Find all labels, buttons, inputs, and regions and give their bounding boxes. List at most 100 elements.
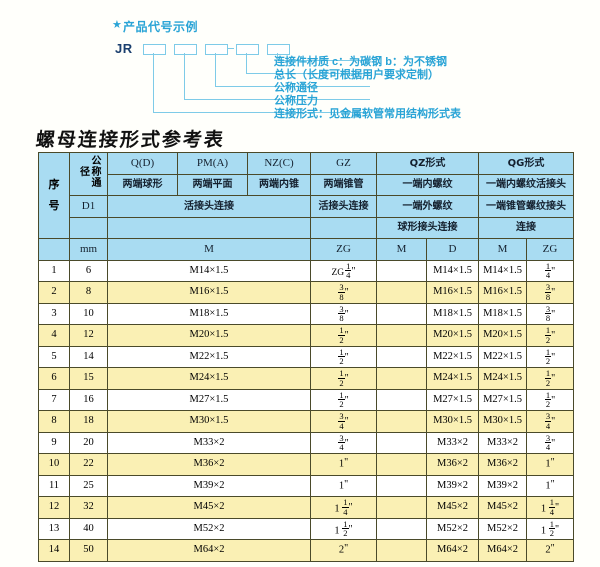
- table-row: 5 14 M22×1.5 1 2 " M22×1.5 M22×1.5 1 2 ": [38, 345, 575, 368]
- cell-qg-zg: 1 1 4 ": [526, 496, 575, 519]
- header-group-qd: Q(D): [107, 152, 178, 175]
- cell-gz-zg: 1 2 ": [310, 388, 377, 411]
- cell-qg-m: M24×1.5: [478, 367, 528, 390]
- cell-gz-zg: 1 1 4 ": [310, 496, 377, 519]
- cell-qg-zg: 3 8 ": [526, 281, 575, 304]
- table-row: 11 25 M39×2 1" M39×2 M39×2 1": [38, 474, 575, 497]
- cell-qz-d: M39×2: [425, 474, 480, 497]
- cell-qg-m: M36×2: [478, 453, 528, 476]
- cell-seq: 8: [38, 410, 70, 433]
- cell-qz-m: [376, 539, 427, 562]
- cell-gz-zg: ZG 1 4 ": [310, 259, 377, 282]
- code-box-2: [174, 44, 197, 55]
- cell-qg-zg: 3 8 ": [526, 302, 575, 325]
- cell-thread-m: M64×2: [107, 539, 311, 562]
- header-unit-gz-zg: ZG: [310, 238, 377, 261]
- cell-thread-m: M33×2: [107, 431, 311, 454]
- cell-dn: 8: [69, 281, 108, 304]
- cell-qg-m: M30×1.5: [478, 410, 528, 433]
- cell-dn: 50: [69, 539, 108, 562]
- cell-dn: 14: [69, 345, 108, 368]
- code-prefix-label: JR: [115, 41, 133, 56]
- cell-qg-m: M14×1.5: [478, 259, 528, 282]
- note-connection-type: 连接形式：见金属软管常用结构形式表: [274, 108, 461, 120]
- leader-line-material-horizontal: [277, 60, 370, 61]
- cell-thread-m: M27×1.5: [107, 388, 311, 411]
- table-row: 13 40 M52×2 1 1 2 " M52×2 M52×2 1 1 2 ": [38, 517, 575, 540]
- cell-qz-d: M36×2: [425, 453, 480, 476]
- header-seq-cell: 序号: [38, 152, 70, 239]
- code-box-5: [267, 44, 290, 55]
- cell-seq: 4: [38, 324, 70, 347]
- header-desc3-qg: 连接: [478, 216, 575, 239]
- table-row: 7 16 M27×1.5 1 2 " M27×1.5 M27×1.5 1 2 ": [38, 388, 575, 411]
- cell-qz-d: M18×1.5: [425, 302, 480, 325]
- cell-qz-m: [376, 302, 427, 325]
- cell-qz-m: [376, 388, 427, 411]
- header-desc-nzc: 两端内锥: [247, 173, 311, 196]
- leader-line-diameter-vertical: [215, 53, 216, 86]
- header-group-qg: QG形式: [478, 152, 575, 175]
- cell-qz-d: M24×1.5: [425, 367, 480, 390]
- header-desc-pma: 两端平面: [177, 173, 248, 196]
- cell-qg-zg: 1 2 ": [526, 324, 575, 347]
- cell-qz-m: [376, 367, 427, 390]
- code-dash: [228, 48, 234, 49]
- cell-qz-m: [376, 431, 427, 454]
- cell-seq: 10: [38, 453, 70, 476]
- cell-qg-m: M45×2: [478, 496, 528, 519]
- cell-seq: 7: [38, 388, 70, 411]
- code-box-1: [143, 44, 166, 55]
- cell-qg-zg: 1 2 ": [526, 345, 575, 368]
- cell-seq: 6: [38, 367, 70, 390]
- table-row: 8 18 M30×1.5 3 4 " M30×1.5 M30×1.5 3 4 ": [38, 410, 575, 433]
- nut-connection-spec-table: 序号 公称通径 Q(D) PM(A) NZ(C) GZ QZ形式 QG形式 两端…: [38, 152, 575, 562]
- leader-line-diameter-horizontal: [215, 86, 370, 87]
- cell-seq: 2: [38, 281, 70, 304]
- header-desc-qd: 两端球形: [107, 173, 178, 196]
- cell-qg-zg: 2": [526, 539, 575, 562]
- cell-thread-m: M39×2: [107, 474, 311, 497]
- table-row: 12 32 M45×2 1 1 4 " M45×2 M45×2 1 1 4 ": [38, 496, 575, 519]
- header-row-units: mm M ZG M D M ZG: [38, 238, 575, 261]
- cell-thread-m: M22×1.5: [107, 345, 311, 368]
- note-total-length: 总长（长度可根据用户要求定制）: [274, 69, 439, 81]
- header-desc3-qz: 球形接头连接: [375, 216, 480, 239]
- header-desc-qz: 一端内螺纹: [375, 173, 480, 196]
- table-row: 10 22 M36×2 1" M36×2 M36×2 1": [38, 453, 575, 476]
- cell-qz-m: [376, 474, 427, 497]
- cell-seq: 1: [38, 259, 70, 282]
- cell-qz-d: M22×1.5: [425, 345, 480, 368]
- header-group-gz: GZ: [310, 152, 377, 175]
- code-box-3: [205, 44, 228, 55]
- table-row: 4 12 M20×1.5 1 2 " M20×1.5 M20×1.5 1 2 ": [38, 324, 575, 347]
- cell-qg-zg: 1 1 2 ": [526, 517, 575, 540]
- cell-dn: 18: [69, 410, 108, 433]
- table-row: 1 6 M14×1.5 ZG 1 4 " M14×1.5 M14×1.5 1 4 ": [38, 259, 575, 282]
- cell-thread-m: M24×1.5: [107, 367, 311, 390]
- cell-thread-m: M18×1.5: [107, 302, 311, 325]
- header-dn-cell: 公称通径: [69, 152, 108, 196]
- cell-thread-m: M36×2: [107, 453, 311, 476]
- header-desc-qg: 一端内螺纹活接头: [478, 173, 575, 196]
- code-diagram-title: 产品代号示例: [123, 20, 199, 34]
- cell-seq: 3: [38, 302, 70, 325]
- cell-dn: 40: [69, 517, 108, 540]
- cell-seq: 14: [38, 539, 70, 562]
- cell-dn: 15: [69, 367, 108, 390]
- header-unit-qg-m: M: [478, 238, 528, 261]
- cell-dn: 32: [69, 496, 108, 519]
- leader-line-connection-horizontal: [153, 112, 370, 113]
- cell-qg-zg: 1": [526, 474, 575, 497]
- cell-qg-zg: 1": [526, 453, 575, 476]
- cell-dn: 20: [69, 431, 108, 454]
- cell-qg-m: M33×2: [478, 431, 528, 454]
- cell-qg-zg: 1 2 ": [526, 367, 575, 390]
- cell-qz-m: [376, 345, 427, 368]
- cell-qg-m: M39×2: [478, 474, 528, 497]
- cell-gz-zg: 1 2 ": [310, 324, 377, 347]
- cell-seq: 11: [38, 474, 70, 497]
- cell-gz-zg: 1 2 ": [310, 367, 377, 390]
- cell-qg-m: M22×1.5: [478, 345, 528, 368]
- cell-thread-m: M52×2: [107, 517, 311, 540]
